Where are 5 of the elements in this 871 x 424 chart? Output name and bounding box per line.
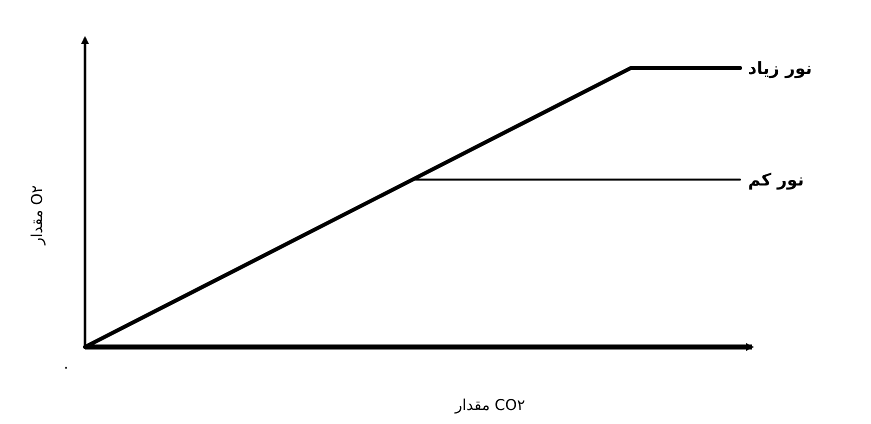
y-axis-title: مقدار O۲ xyxy=(28,185,46,246)
series-label: نور کم xyxy=(748,170,804,191)
text: ۰ xyxy=(62,358,70,376)
series-label: نور زیاد xyxy=(748,59,812,79)
x-axis-title: مقدار CO۲ xyxy=(454,396,526,414)
